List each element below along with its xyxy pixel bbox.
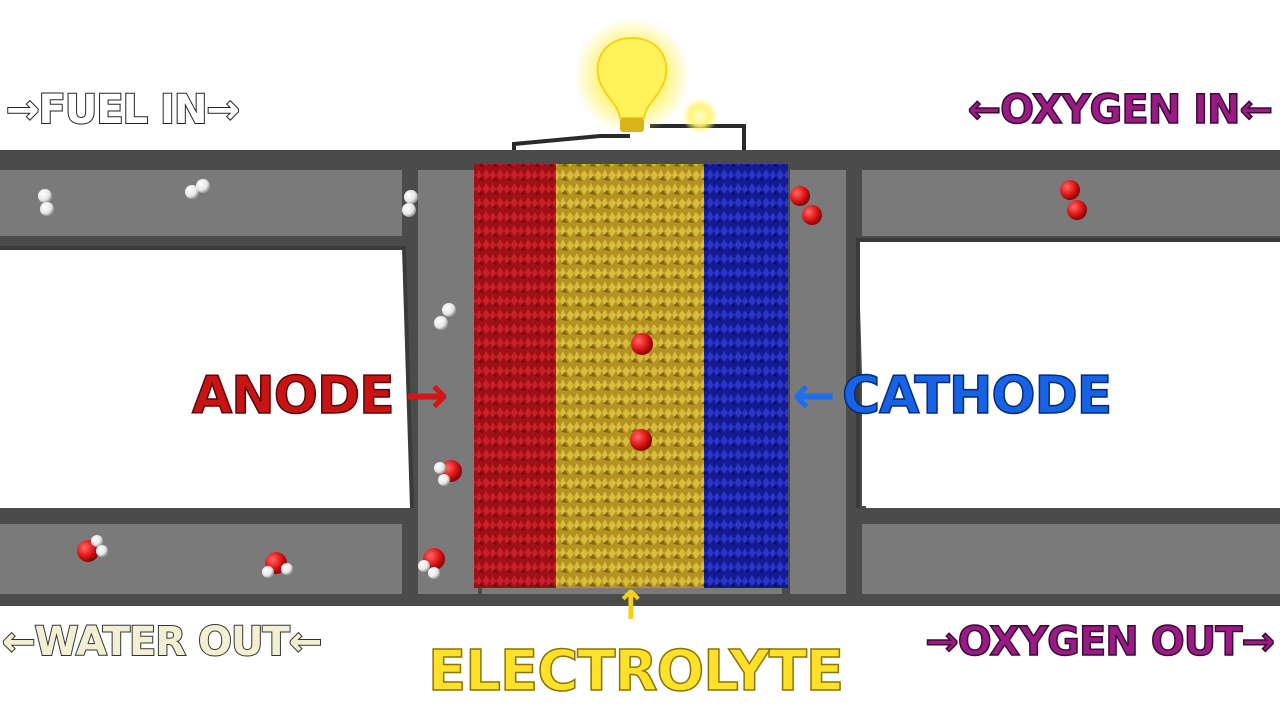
oxygen-ions — [630, 333, 653, 451]
cathode-label: CATHODE — [841, 366, 1113, 426]
electrolyte-layer — [556, 164, 706, 588]
hydrogen-molecules — [38, 179, 456, 330]
right-window — [858, 240, 1280, 508]
water-molecules — [77, 460, 462, 579]
cathode-layer — [704, 164, 788, 588]
anode-label: ANODE — [191, 366, 395, 426]
left-window — [0, 248, 412, 508]
water-out-label: ←WATER OUT← — [1, 619, 323, 665]
oxygen-in-label: ←OXYGEN IN← — [967, 87, 1274, 133]
light-bulb-icon — [596, 36, 668, 132]
anode-layer — [474, 164, 558, 588]
anode-arrow: → — [405, 366, 449, 426]
fuel-in-label: →FUEL IN→ — [5, 87, 241, 133]
left-channel-floor — [418, 170, 478, 594]
electrolyte-label: ELECTROLYTE — [427, 639, 845, 704]
right-channel-floor — [790, 170, 846, 594]
oxygen-molecules — [790, 180, 1087, 225]
circuit-wire — [512, 124, 746, 150]
electrolyte-arrow: ↑ — [614, 583, 648, 629]
oxygen-out-label: →OXYGEN OUT→ — [925, 619, 1276, 665]
cathode-arrow: ← — [792, 366, 836, 426]
